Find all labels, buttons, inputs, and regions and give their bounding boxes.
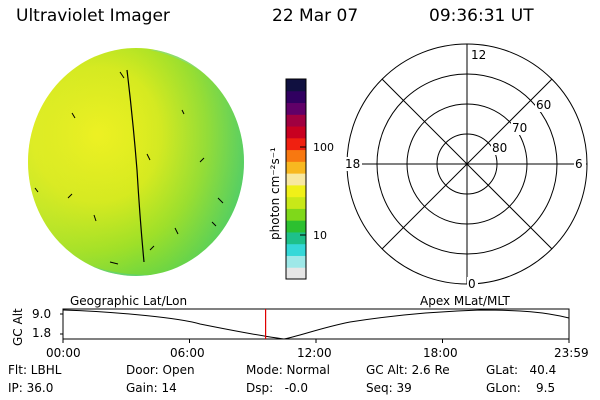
colorbar-band [286,255,306,268]
colorbar-unit-label: photon cm⁻²s⁻¹ [268,147,282,240]
altitude-curve [62,309,570,340]
status-glon: GLon: 9.5 [486,381,556,395]
colorbar-band [286,196,306,209]
auroral-image-disk [28,48,244,276]
timeline-y-tick-min: 1.8 [32,326,51,340]
mlt-label-12: 12 [471,48,486,62]
status-dsp: Dsp: -0.0 [246,381,309,395]
colorbar-band [286,267,306,280]
timeline-caption-left: Geographic Lat/Lon [70,294,187,308]
polar-grid [346,43,588,285]
colorbar-band [286,114,306,127]
timeline-y-tick-max: 9.0 [32,307,51,321]
timeline-y-axis-label: GC Alt [11,308,25,346]
colorbar-band [286,90,306,104]
status-ip: IP: 36.0 [8,381,54,395]
timeline-x-tick-1200: 12:00 [297,346,332,360]
timeline-caption-right: Apex MLat/MLT [420,294,510,308]
colorbar-band [286,149,306,162]
colorbar-band [286,137,306,151]
colorbar-frame [285,78,307,280]
timeline-x-tick-0600: 06:00 [170,346,205,360]
colorbar-band [286,208,306,221]
status-glat: GLat: 40.4 [486,363,557,377]
timeline-x-ticks [62,339,570,343]
colorbar-band [286,79,306,92]
colorbar-band [286,231,306,245]
altitude-timeline [60,308,570,343]
colorbar-tick-10: 10 [313,229,327,242]
mlt-label-6: 6 [575,157,583,171]
coastline-fragments [34,71,224,265]
mlat-label-80: 80 [492,141,507,155]
status-door: Door: Open [126,363,195,377]
instrument-title: Ultraviolet Imager [16,6,170,26]
terminator-line [126,69,145,263]
colorbar [285,78,307,280]
observation-date: 22 Mar 07 [272,6,359,26]
status-gain: Gain: 14 [126,381,177,395]
colorbar-band [286,126,306,139]
polar-diagonal-b [381,78,553,250]
colorbar-band [286,161,306,174]
colorbar-band [286,102,306,115]
timeline-frame [62,308,570,340]
mlat-label-60: 60 [536,98,551,112]
timeline-x-tick-2359: 23:59 [554,346,589,360]
colorbar-band [286,173,306,186]
mlat-label-70: 70 [512,121,527,135]
colorbar-tick-100: 100 [313,141,334,154]
timeline-x-tick-0000: 00:00 [46,346,81,360]
colorbar-band [286,220,306,233]
status-mode: Mode: Normal [246,363,330,377]
timeline-x-tick-1800: 18:00 [423,346,458,360]
status-gc-alt: GC Alt: 2.6 Re [366,363,450,377]
observation-time: 09:36:31 UT [429,6,534,26]
mlt-label-18: 18 [345,157,360,171]
status-filter: Flt: LBHL [8,363,62,377]
mlt-label-0: 0 [468,277,476,291]
colorbar-ticks [300,146,306,236]
colorbar-band [286,243,306,256]
status-seq: Seq: 39 [366,381,412,395]
colorbar-band [286,184,306,198]
